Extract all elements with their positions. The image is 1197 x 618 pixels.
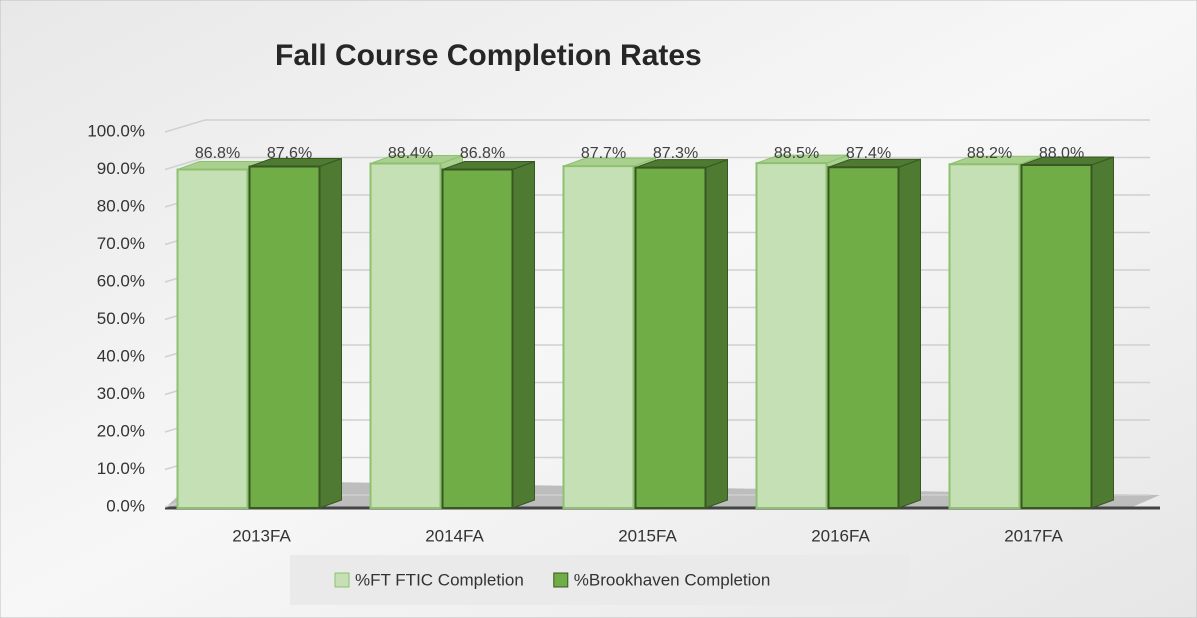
bar-side	[512, 160, 535, 509]
y-tick-label: 100.0%	[87, 121, 145, 140]
y-tick-label: 10.0%	[97, 459, 145, 478]
value-label: 88.5%	[774, 145, 819, 162]
x-tick-label: 2014FA	[425, 526, 484, 545]
bar	[1020, 164, 1093, 509]
bar	[562, 165, 635, 509]
y-tick-label: 30.0%	[97, 384, 145, 403]
bar	[369, 162, 442, 509]
legend-swatch	[334, 572, 350, 588]
value-label: 87.7%	[581, 145, 626, 162]
bar	[827, 166, 900, 509]
grid-line	[164, 119, 1150, 133]
bar	[248, 165, 321, 509]
bar	[634, 166, 707, 509]
value-label: 86.8%	[195, 145, 240, 162]
bar-side	[319, 157, 342, 509]
legend-label: %Brookhaven Completion	[574, 570, 771, 589]
y-tick-label: 0.0%	[106, 496, 145, 515]
y-tick-label: 70.0%	[97, 234, 145, 253]
value-label: 87.6%	[267, 145, 312, 162]
value-label: 87.4%	[846, 145, 891, 162]
bar	[176, 168, 249, 509]
x-tick-label: 2017FA	[1004, 526, 1063, 545]
value-label: 87.3%	[653, 145, 698, 162]
y-tick-label: 20.0%	[97, 421, 145, 440]
y-tick-label: 50.0%	[97, 309, 145, 328]
value-label: 88.4%	[388, 145, 433, 162]
value-label: 88.2%	[967, 145, 1012, 162]
y-tick-label: 60.0%	[97, 271, 145, 290]
x-tick-label: 2015FA	[618, 526, 677, 545]
y-tick-label: 40.0%	[97, 346, 145, 365]
legend-swatch	[553, 572, 569, 588]
x-tick-label: 2016FA	[811, 526, 870, 545]
bar	[755, 162, 828, 509]
x-tick-label: 2013FA	[232, 526, 291, 545]
bar-side	[1091, 156, 1114, 509]
bar	[441, 168, 514, 509]
value-label: 88.0%	[1039, 145, 1084, 162]
bar-side	[898, 158, 921, 509]
bar	[948, 163, 1021, 509]
legend	[290, 555, 910, 605]
legend-label: %FT FTIC Completion	[355, 570, 524, 589]
y-tick-label: 90.0%	[97, 159, 145, 178]
bar-side	[705, 158, 728, 509]
value-label: 86.8%	[460, 145, 505, 162]
chart-title: Fall Course Completion Rates	[275, 39, 702, 72]
y-tick-label: 80.0%	[97, 196, 145, 215]
